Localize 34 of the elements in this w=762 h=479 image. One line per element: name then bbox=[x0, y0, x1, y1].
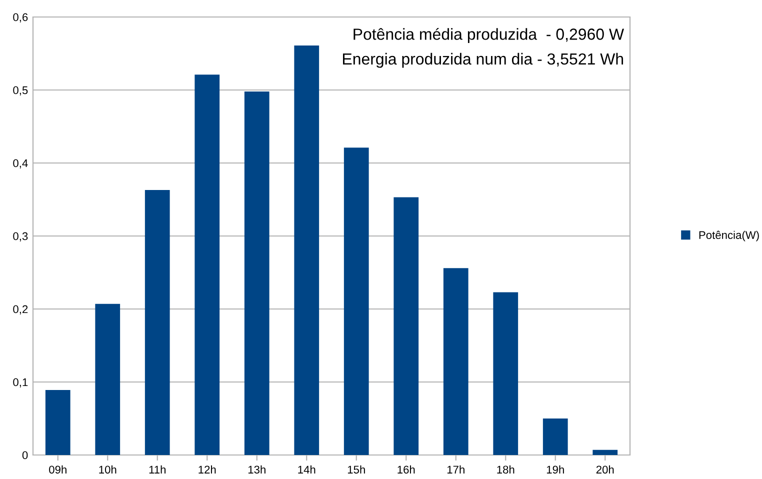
bar bbox=[194, 74, 220, 455]
bar bbox=[294, 45, 320, 455]
x-tick-label: 14h bbox=[298, 465, 316, 474]
bar bbox=[344, 148, 369, 455]
legend-label: Potência(W) bbox=[699, 230, 759, 242]
bar bbox=[542, 418, 568, 455]
x-tick-label: 17h bbox=[447, 465, 464, 474]
bar bbox=[244, 91, 270, 455]
x-tick-label: 13h bbox=[248, 465, 266, 474]
x-tick-label: 12h bbox=[198, 465, 216, 474]
y-tick-label: 0,2 bbox=[13, 305, 28, 314]
bar bbox=[443, 268, 468, 455]
annotation: Energia produzida num dia - 3,5521 Wh bbox=[343, 52, 624, 68]
bar bbox=[144, 190, 170, 455]
y-tick-label: 0,4 bbox=[13, 159, 28, 168]
y-tick-label: 0,6 bbox=[13, 13, 28, 22]
x-tick-label: 11h bbox=[149, 465, 166, 474]
x-tick-label: 09h bbox=[49, 465, 66, 474]
x-tick-label: 16h bbox=[398, 465, 415, 474]
bar bbox=[95, 304, 120, 455]
y-tick-label: 0,5 bbox=[13, 86, 28, 96]
bar bbox=[394, 197, 419, 455]
y-tick-label: 0 bbox=[22, 451, 28, 460]
bar bbox=[493, 292, 518, 455]
y-tick-label: 0,3 bbox=[13, 232, 28, 242]
annotation: Potência média produzida - 0,2960 W bbox=[354, 28, 624, 44]
x-tick-label: 20h bbox=[596, 465, 614, 474]
x-tick-label: 18h bbox=[497, 465, 514, 474]
y-tick-label: 0,1 bbox=[13, 378, 28, 388]
x-tick-label: 10h bbox=[99, 465, 116, 474]
bar bbox=[592, 450, 618, 455]
x-tick-label: 15h bbox=[348, 465, 365, 474]
bar bbox=[45, 390, 70, 455]
x-tick-label: 19h bbox=[546, 465, 564, 474]
